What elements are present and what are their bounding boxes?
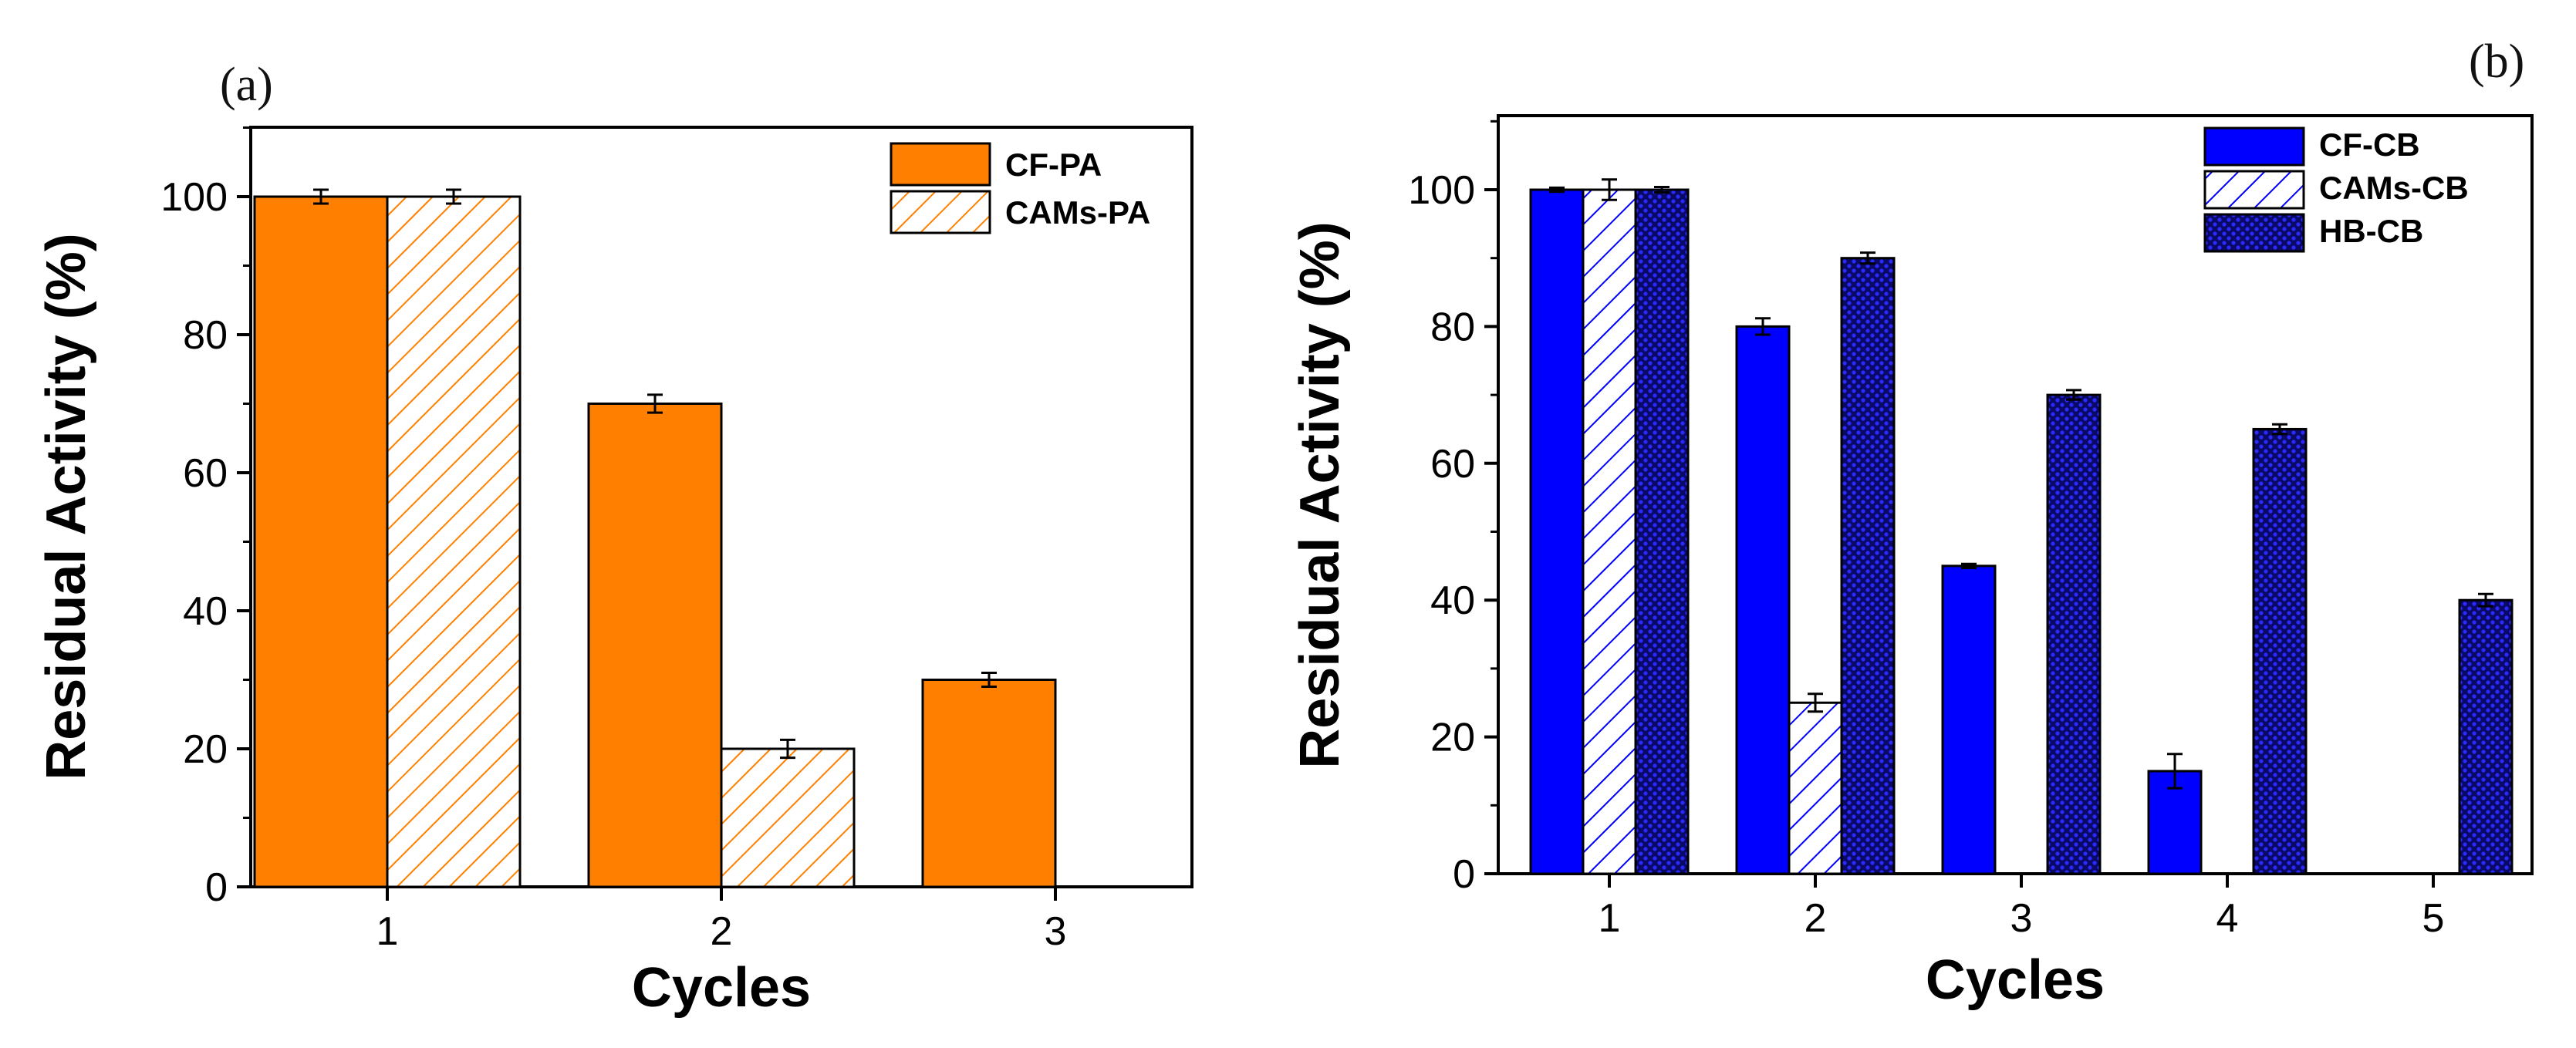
panel-b-xtick-label: 4 — [2216, 896, 2239, 941]
panel-b-legend-label: HB-CB — [2319, 213, 2423, 249]
panel-a-legend-swatch — [890, 142, 991, 187]
panel-a-xtick-label: 1 — [376, 909, 399, 954]
panel-b-xlabel: Cycles — [1926, 949, 2105, 1011]
panel-a-xtick-label: 3 — [1045, 909, 1067, 954]
panel-b-legend-label: CAMs-CB — [2319, 170, 2469, 206]
panel-b-plot-frame — [1497, 114, 2534, 875]
panel-b-errorbar-hb-cb-cycle-1 — [1654, 185, 1670, 194]
panel-b-ytick-label: 20 — [1430, 716, 1475, 760]
panel-a-ytick-label: 80 — [183, 313, 228, 358]
panel-b-bar-hb-cb-cycle-1 — [1634, 188, 1690, 875]
panel-b-legend-swatch — [2203, 170, 2305, 210]
panel-a-legend-label: CF-PA — [1005, 147, 1102, 183]
panel-b-xtick-label: 1 — [1599, 896, 1621, 941]
panel-a-bar-cf-pa-cycle-1 — [253, 195, 389, 888]
panel-b-label: (b) — [2469, 35, 2524, 88]
panel-a-errorbar-cams-pa-cycle-2 — [780, 738, 795, 760]
panel-b-errorbar-cf-cb-cycle-1 — [1549, 186, 1565, 194]
panel-b-ytick-label: 40 — [1430, 578, 1475, 623]
panel-a-errorbar-cams-pa-cycle-1 — [446, 188, 461, 205]
panel-a-bar-cams-pa-cycle-1 — [386, 195, 522, 888]
panel-a-ytick-label: 100 — [160, 175, 228, 220]
panel-b-errorbar-cf-cb-cycle-4 — [2167, 753, 2183, 790]
panel-b: (b) 0 20 40 60 80 100 1 2 3 4 5 CF-CB CAMs-CB HB-CB R… — [1289, 35, 2534, 1011]
panel-b-errorbar-cf-cb-cycle-3 — [1961, 562, 1977, 570]
panel-a-ytick-label: 20 — [183, 727, 228, 772]
panel-b-bar-hb-cb-cycle-5 — [2458, 598, 2514, 875]
panel-b-errorbar-cams-cb-cycle-2 — [1808, 692, 1823, 713]
panel-a-ytick-label: 60 — [183, 451, 228, 496]
panel-a-bar-cams-pa-cycle-2 — [720, 747, 856, 888]
panel-b-errorbar-cams-cb-cycle-1 — [1602, 178, 1617, 201]
panel-a-xlabel: Cycles — [632, 957, 811, 1019]
panel-b-bar-cf-cb-cycle-1 — [1529, 188, 1585, 875]
panel-b-errorbar-hb-cb-cycle-3 — [2066, 389, 2081, 401]
panel-b-xtick-label: 2 — [1805, 896, 1827, 941]
panel-b-bar-cams-cb-cycle-1 — [1582, 188, 1637, 875]
panel-a-bar-cf-pa-cycle-2 — [587, 403, 723, 888]
panel-a-errorbar-cf-pa-cycle-3 — [981, 672, 997, 688]
panel-b-ytick-label: 60 — [1430, 442, 1475, 487]
panel-b-legend-label: CF-CB — [2319, 126, 2420, 163]
panel-b-errorbar-cf-cb-cycle-2 — [1755, 317, 1771, 336]
panel-a-errorbar-cf-pa-cycle-1 — [313, 188, 329, 205]
panel-a: (a) 0 20 40 60 80 100 1 2 3 CF-PA CAMs-PA Residual… — [35, 59, 1193, 1019]
panel-b-ytick-label: 0 — [1453, 852, 1475, 897]
panel-b-ytick-label: 100 — [1408, 168, 1475, 213]
panel-a-xtick-label: 2 — [711, 909, 733, 954]
panel-a-legend-swatch — [890, 190, 991, 234]
panel-a-bar-cf-pa-cycle-3 — [921, 679, 1057, 888]
panel-a-ytick-label: 40 — [183, 589, 228, 634]
panel-b-bar-cf-cb-cycle-3 — [1941, 564, 1997, 875]
panel-b-bar-cams-cb-cycle-2 — [1788, 701, 1843, 875]
panel-b-ytick-label: 80 — [1430, 305, 1475, 349]
panel-b-errorbar-hb-cb-cycle-5 — [2478, 592, 2493, 608]
panel-a-legend-label: CAMs-PA — [1005, 194, 1150, 231]
panel-b-legend: CF-CB CAMs-CB HB-CB — [2203, 126, 2469, 253]
panel-b-errorbar-hb-cb-cycle-4 — [2272, 423, 2287, 436]
panel-b-bar-hb-cb-cycle-2 — [1840, 257, 1896, 875]
panel-a-ylabel: Residual Activity (%) — [35, 233, 97, 780]
panel-b-legend-swatch — [2203, 213, 2305, 253]
panel-a-label: (a) — [220, 59, 273, 111]
panel-b-xtick-label: 5 — [2422, 896, 2445, 941]
panel-b-errorbar-hb-cb-cycle-2 — [1860, 251, 1875, 265]
panel-b-bar-hb-cb-cycle-3 — [2046, 393, 2102, 875]
panel-b-bar-hb-cb-cycle-4 — [2252, 427, 2308, 875]
panel-b-xtick-label: 3 — [2010, 896, 2033, 941]
panel-b-bar-cf-cb-cycle-2 — [1735, 325, 1791, 875]
panel-a-errorbar-cf-pa-cycle-2 — [647, 393, 663, 414]
panel-a-ytick-label: 0 — [205, 865, 228, 910]
panel-b-legend-swatch — [2203, 126, 2305, 167]
panel-a-legend: CF-PA CAMs-PA — [890, 142, 1150, 234]
panel-b-ylabel: Residual Activity (%) — [1289, 221, 1351, 769]
